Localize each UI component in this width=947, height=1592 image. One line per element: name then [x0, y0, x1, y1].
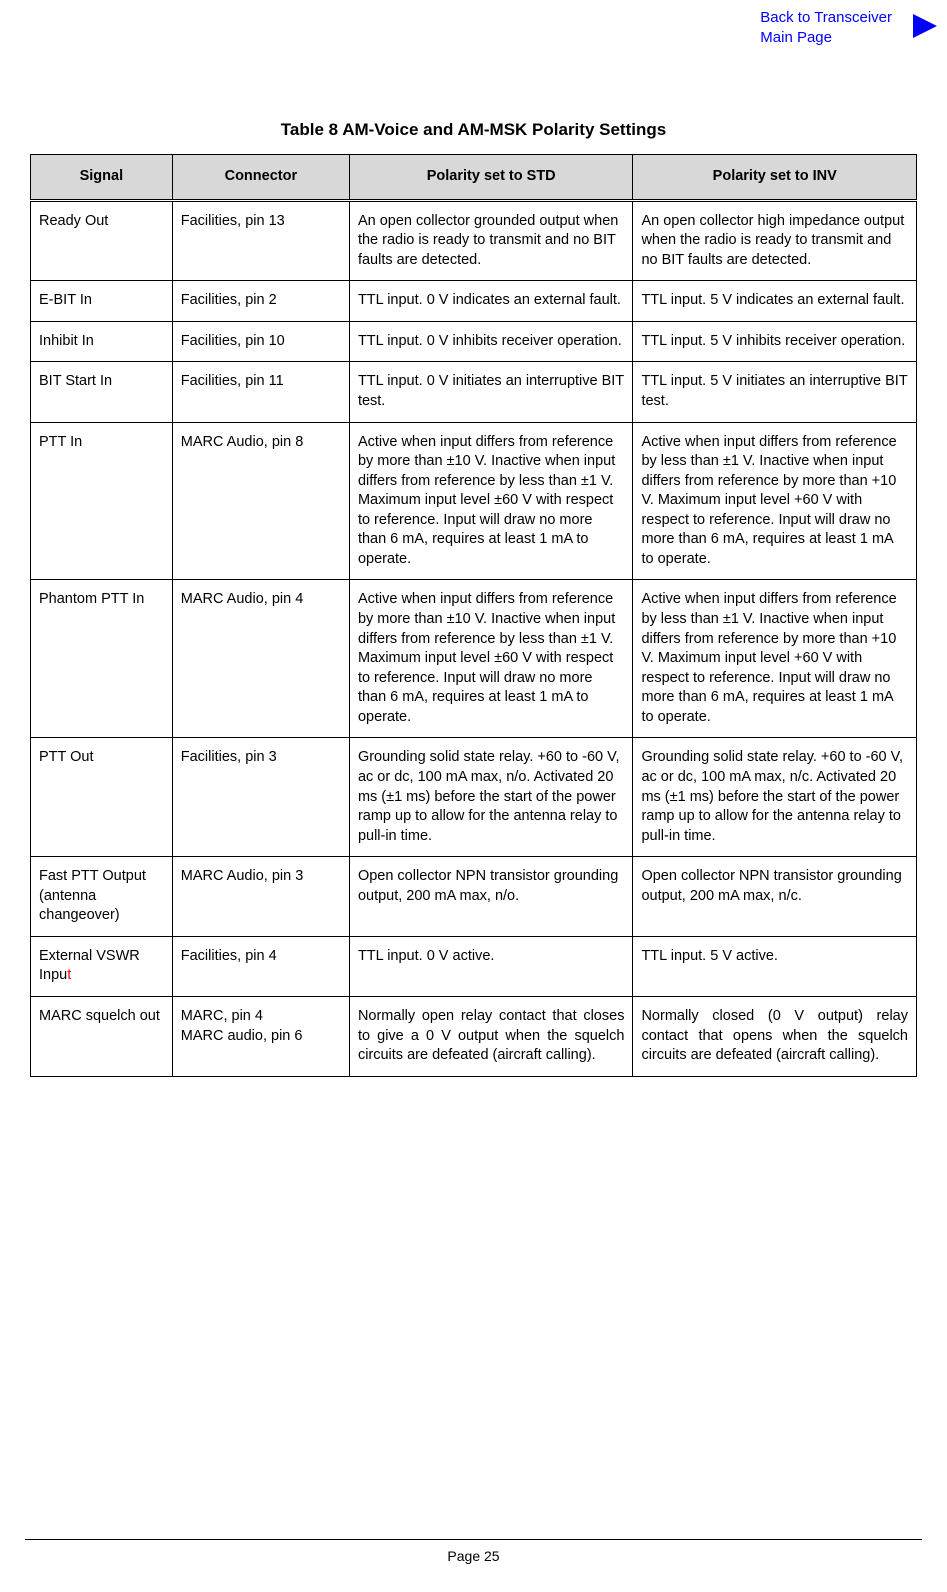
cell-std: Grounding solid state relay. +60 to -60 … — [349, 738, 633, 857]
table-row: MARC squelch out MARC, pin 4 MARC audio, … — [31, 997, 917, 1077]
cell-inv: Active when input differs from reference… — [633, 580, 917, 738]
cell-inv: Grounding solid state relay. +60 to -60 … — [633, 738, 917, 857]
table-row: Phantom PTT In MARC Audio, pin 4 Active … — [31, 580, 917, 738]
cell-connector: Facilities, pin 10 — [172, 321, 349, 362]
cell-signal: Ready Out — [31, 200, 173, 281]
cell-signal: PTT In — [31, 422, 173, 580]
conn-line1: MARC, pin 4 — [181, 1008, 263, 1024]
cell-std: Active when input differs from reference… — [349, 422, 633, 580]
cell-inv: An open collector high impedance output … — [633, 200, 917, 281]
cell-std: TTL input. 0 V inhibits receiver operati… — [349, 321, 633, 362]
cell-signal: Phantom PTT In — [31, 580, 173, 738]
th-inv: Polarity set to INV — [633, 155, 917, 201]
table-row: PTT Out Facilities, pin 3 Grounding soli… — [31, 738, 917, 857]
table-row: PTT In MARC Audio, pin 8 Active when inp… — [31, 422, 917, 580]
footer-line — [25, 1539, 922, 1540]
cell-connector: MARC Audio, pin 8 — [172, 422, 349, 580]
cell-connector: MARC Audio, pin 4 — [172, 580, 349, 738]
cell-inv: TTL input. 5 V inhibits receiver operati… — [633, 321, 917, 362]
cell-inv: TTL input. 5 V indicates an external fau… — [633, 281, 917, 322]
cell-inv: TTL input. 5 V initiates an interruptive… — [633, 362, 917, 422]
cell-inv: Active when input differs from reference… — [633, 422, 917, 580]
cell-connector: MARC Audio, pin 3 — [172, 857, 349, 937]
back-link-line2: Main Page — [760, 29, 832, 46]
th-std: Polarity set to STD — [349, 155, 633, 201]
back-arrow-icon[interactable] — [913, 14, 937, 38]
cell-connector: Facilities, pin 13 — [172, 200, 349, 281]
table-row: Ready Out Facilities, pin 13 An open col… — [31, 200, 917, 281]
cell-std: Normally open relay contact that closes … — [349, 997, 633, 1077]
cell-signal: PTT Out — [31, 738, 173, 857]
table-row: Inhibit In Facilities, pin 10 TTL input.… — [31, 321, 917, 362]
th-connector: Connector — [172, 155, 349, 201]
back-link[interactable]: Back to Transceiver Main Page — [760, 8, 892, 47]
conn-line2: MARC audio, pin 6 — [181, 1028, 303, 1044]
cell-inv: TTL input. 5 V active. — [633, 936, 917, 996]
polarity-table: Signal Connector Polarity set to STD Pol… — [30, 154, 917, 1077]
cell-std: Open collector NPN transistor grounding … — [349, 857, 633, 937]
table-title: Table 8 AM-Voice and AM-MSK Polarity Set… — [30, 120, 917, 140]
cell-signal: Fast PTT Output (antenna changeover) — [31, 857, 173, 937]
page-number: Page 25 — [0, 1548, 947, 1564]
table-row: BIT Start In Facilities, pin 11 TTL inpu… — [31, 362, 917, 422]
cell-signal: Inhibit In — [31, 321, 173, 362]
cell-connector: Facilities, pin 3 — [172, 738, 349, 857]
cell-std: TTL input. 0 V active. — [349, 936, 633, 996]
cell-std: TTL input. 0 V initiates an interruptive… — [349, 362, 633, 422]
vswr-prefix: External VSWR Inpu — [39, 948, 140, 984]
table-row: Fast PTT Output (antenna changeover) MAR… — [31, 857, 917, 937]
page-content: Table 8 AM-Voice and AM-MSK Polarity Set… — [0, 0, 947, 1077]
table-header-row: Signal Connector Polarity set to STD Pol… — [31, 155, 917, 201]
back-link-line1: Back to Transceiver — [760, 9, 892, 26]
cell-signal: E-BIT In — [31, 281, 173, 322]
cell-inv: Open collector NPN transistor grounding … — [633, 857, 917, 937]
cell-signal: External VSWR Input — [31, 936, 173, 996]
cell-std: Active when input differs from reference… — [349, 580, 633, 738]
cell-connector: Facilities, pin 11 — [172, 362, 349, 422]
cell-connector: Facilities, pin 2 — [172, 281, 349, 322]
th-signal: Signal — [31, 155, 173, 201]
cell-signal: BIT Start In — [31, 362, 173, 422]
cell-connector: MARC, pin 4 MARC audio, pin 6 — [172, 997, 349, 1077]
cell-inv: Normally closed (0 V output) relay conta… — [633, 997, 917, 1077]
cell-connector: Facilities, pin 4 — [172, 936, 349, 996]
cell-std: An open collector grounded output when t… — [349, 200, 633, 281]
table-row: External VSWR Input Facilities, pin 4 TT… — [31, 936, 917, 996]
table-row: E-BIT In Facilities, pin 2 TTL input. 0 … — [31, 281, 917, 322]
vswr-suffix: t — [67, 967, 71, 983]
cell-std: TTL input. 0 V indicates an external fau… — [349, 281, 633, 322]
cell-signal: MARC squelch out — [31, 997, 173, 1077]
